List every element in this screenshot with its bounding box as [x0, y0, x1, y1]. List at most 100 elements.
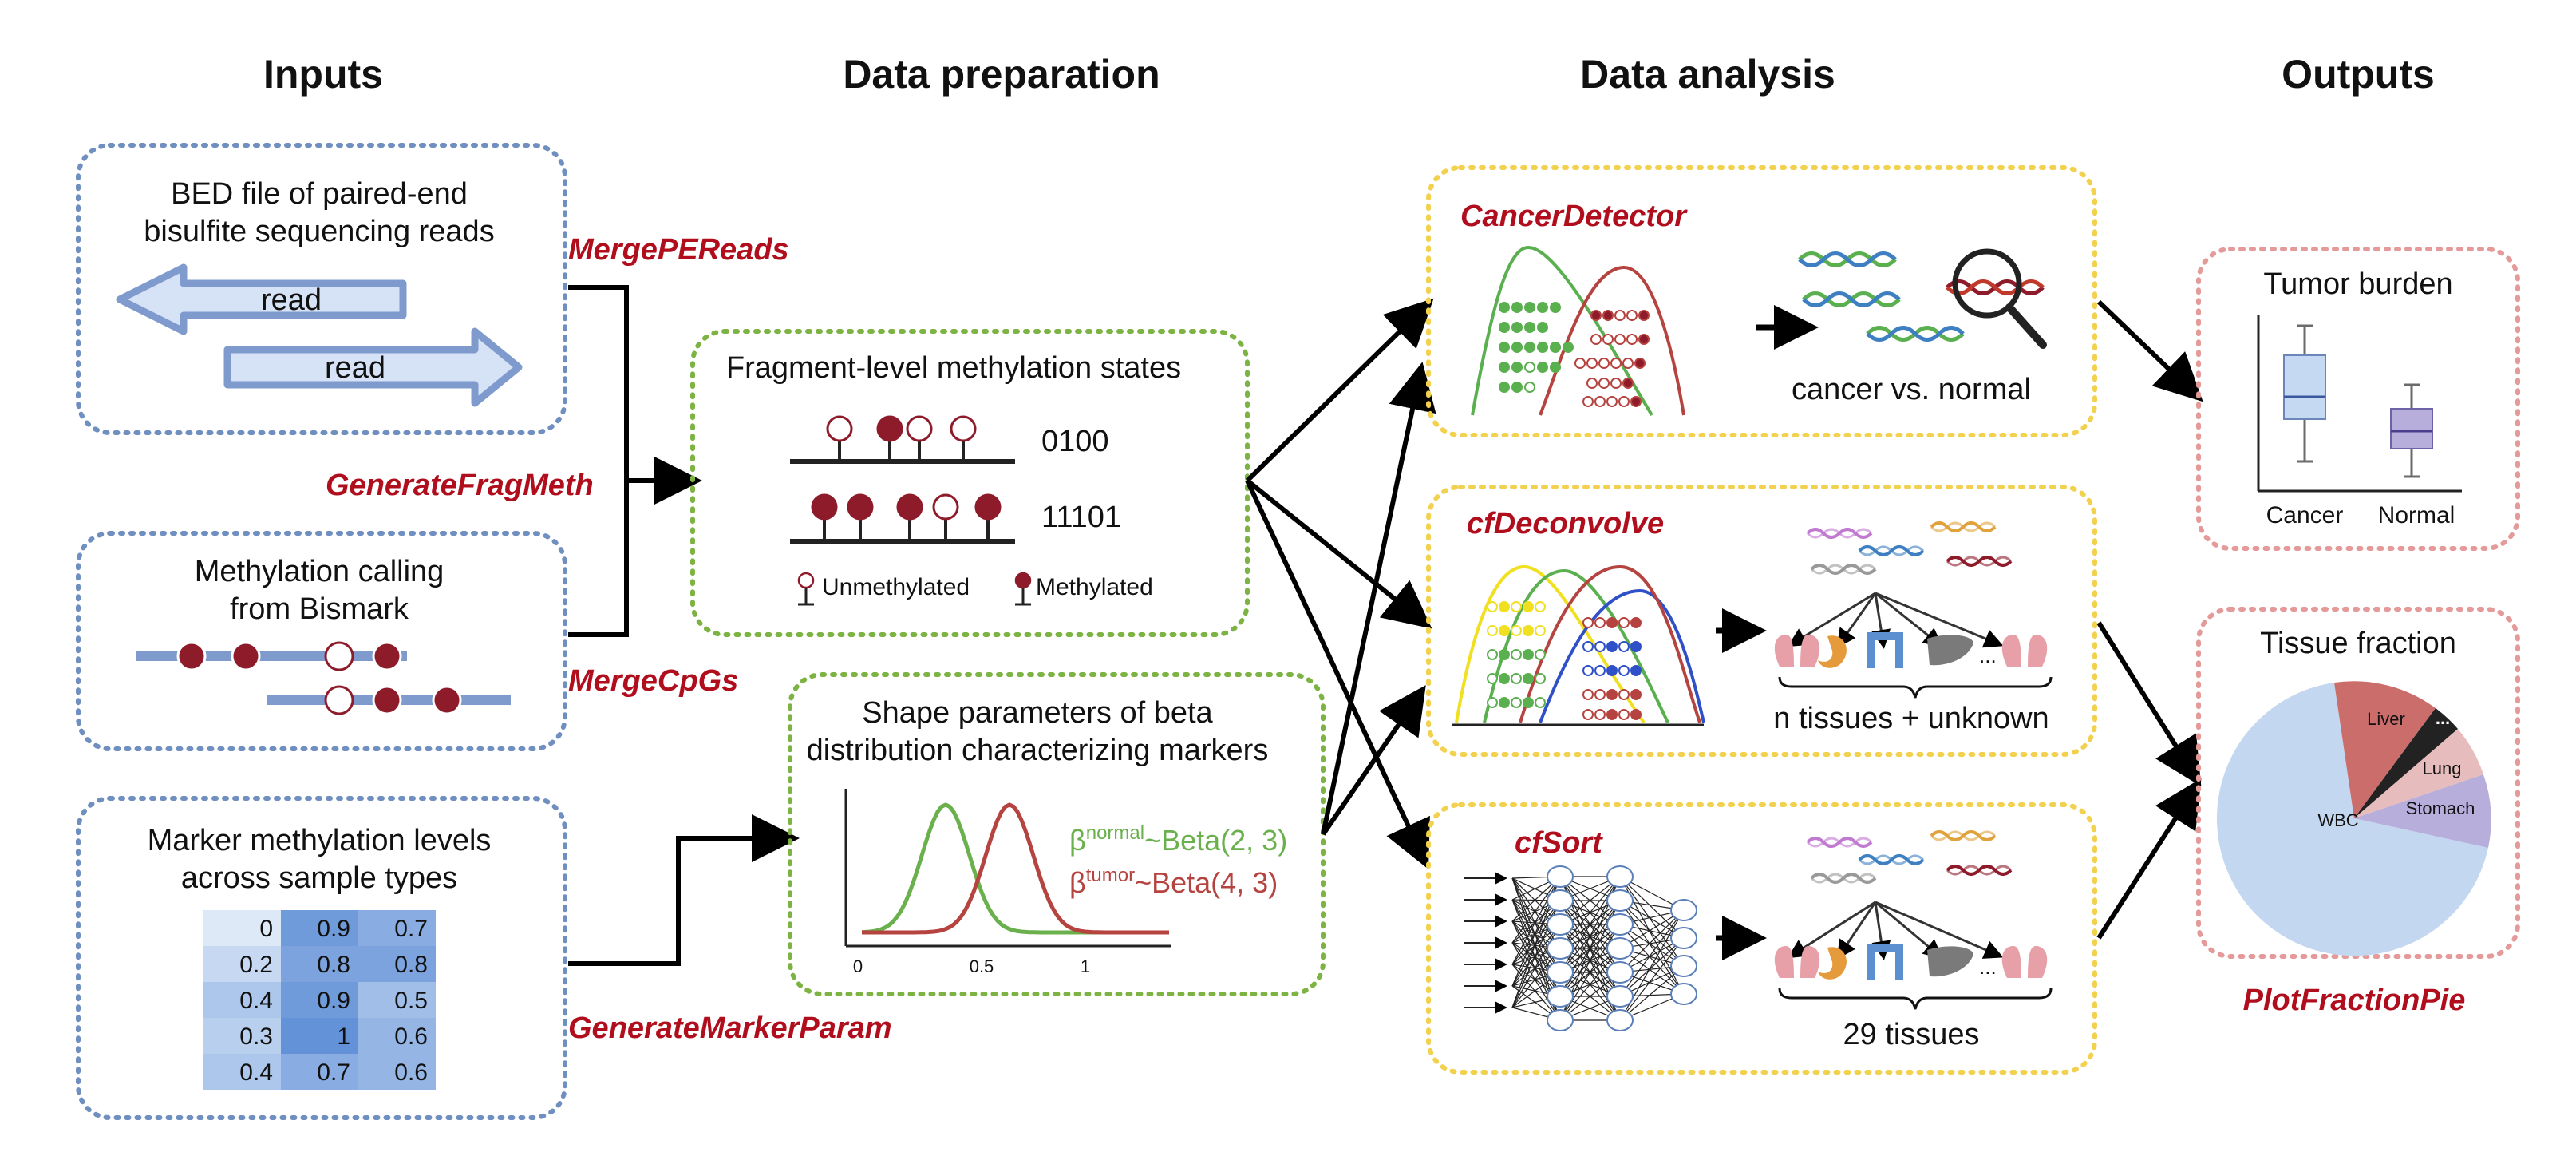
sort-tissues-graphic: ... — [1774, 830, 2053, 1010]
tissue-fraction-box — [2196, 607, 2520, 959]
bed-file-box — [76, 143, 567, 435]
table-cell-value: 0.6 — [394, 1023, 428, 1050]
fn-merge-cpgs: MergeCpGs — [568, 664, 738, 698]
pie-slice-lung — [2354, 729, 2483, 818]
marker-title-line2: across sample types — [181, 861, 457, 895]
input-merge-connector — [568, 285, 629, 637]
table-cell-value: 0.5 — [394, 988, 428, 1014]
nn-node — [1547, 937, 1574, 960]
nn-node — [1547, 1009, 1574, 1031]
header-data-analysis: Data analysis — [1580, 52, 1835, 97]
table-cell — [203, 1054, 281, 1090]
read-left-arrow-icon — [116, 263, 407, 335]
read-right-arrow-icon — [223, 327, 523, 407]
table-cell — [358, 1054, 436, 1090]
to-shape-arrow — [568, 814, 800, 966]
table-cell — [203, 946, 281, 982]
methylated-site-icon — [432, 685, 462, 715]
table-cell-value: 1 — [337, 1023, 350, 1050]
pie-slice-other — [2354, 708, 2458, 818]
brace-icon — [1778, 988, 2053, 1010]
bismark-box — [76, 531, 567, 751]
table-cell-value: 0.9 — [317, 988, 350, 1014]
fn-plot-fraction-pie: PlotFractionPie — [2243, 984, 2466, 1017]
nn-node — [1606, 961, 1634, 984]
table-cell — [358, 1018, 436, 1054]
unmethylated-site-icon — [826, 415, 853, 442]
tumor-burden-box — [2196, 247, 2520, 551]
table-cell — [203, 1018, 281, 1054]
lung-icon — [1774, 946, 1794, 978]
prep-to-analysis-arrows — [1245, 298, 1436, 869]
nn-node — [1670, 927, 1697, 949]
cancer-vs-normal-label: cancer vs. normal — [1792, 373, 2031, 406]
liver-icon — [1927, 635, 1973, 666]
table-cell — [281, 1018, 358, 1054]
read-right-label: read — [325, 351, 385, 385]
methylated-site-icon — [372, 685, 402, 715]
fn-generate-marker-param: GenerateMarkerParam — [568, 1012, 892, 1045]
nn-node — [1670, 899, 1697, 921]
category-normal: Normal — [2378, 502, 2455, 529]
tick-0.5: 0.5 — [970, 956, 994, 976]
29-tissues-label: 29 tissues — [1843, 1018, 1979, 1051]
methylated-site-icon — [896, 493, 923, 521]
dna-search-graphic — [1798, 248, 2047, 349]
methylated-site-icon — [811, 493, 838, 521]
pie-label-wbc: WBC — [2317, 810, 2358, 830]
legend-unmethylated-icon — [797, 572, 815, 589]
nn-node — [1547, 865, 1574, 888]
table-cell — [358, 910, 436, 946]
normal-beta-label: βnormal~Beta(2, 3) — [1069, 822, 1287, 857]
pie-label-other: ... — [2436, 708, 2450, 728]
bed-file-title-line2: bisulfite sequencing reads — [144, 215, 494, 248]
table-cell-value: 0.2 — [239, 952, 273, 978]
marker-title-line1: Marker methylation levels — [148, 824, 492, 857]
stomach-icon — [1818, 947, 1847, 980]
fn-cf-deconvolve: cfDeconvolve — [1467, 507, 1664, 540]
cancer-detector-box — [1426, 165, 2097, 437]
table-cell — [281, 910, 358, 946]
cf-deconvolve-plot — [1452, 564, 1705, 726]
fragment-states-graphic — [790, 415, 1032, 606]
nn-node — [1670, 955, 1697, 977]
stomach-icon — [1818, 635, 1847, 668]
bed-file-title-line1: BED file of paired-end — [171, 177, 468, 211]
fn-generate-frag-meth: GenerateFragMeth — [326, 469, 594, 502]
tumor-beta-curve — [862, 802, 1169, 935]
brace-icon — [1778, 676, 2053, 699]
tumor-burden-title: Tumor burden — [2263, 267, 2452, 301]
unmethylated-site-icon — [906, 415, 933, 442]
nn-node — [1547, 913, 1574, 936]
lung-icon — [2001, 635, 2021, 667]
nn-node — [1606, 1009, 1634, 1031]
cf-deconvolve-box — [1426, 485, 2097, 757]
tick-1: 1 — [1081, 956, 1090, 976]
nn-node — [1606, 937, 1634, 960]
pie-slice-liver — [2334, 681, 2436, 818]
read-left-label: read — [261, 283, 322, 317]
table-cell — [358, 946, 436, 982]
table-cell — [281, 1054, 358, 1090]
tissue-fraction-title: Tissue fraction — [2260, 627, 2456, 660]
bismark-title-line1: Methylation calling — [195, 555, 444, 588]
cancer-detector-plot — [1471, 245, 1685, 417]
tissue-fraction-pie — [2216, 681, 2491, 956]
methylated-site-icon — [176, 641, 207, 671]
colon-icon — [1867, 632, 1903, 668]
unmethylated-site-icon — [324, 685, 354, 715]
methylated-site-icon — [372, 641, 402, 671]
table-cell — [203, 910, 281, 946]
nn-node — [1547, 889, 1574, 912]
table-cell — [281, 946, 358, 982]
unmethylated-site-icon — [950, 415, 977, 442]
pie-label-stomach: Stomach — [2406, 798, 2475, 818]
category-cancer: Cancer — [2266, 502, 2344, 529]
nn-node — [1670, 983, 1697, 1005]
methylated-site-icon — [974, 493, 1002, 521]
unmethylated-site-icon — [932, 493, 959, 521]
neural-network-graphic — [1464, 865, 1697, 1031]
legend-methylated-icon — [1014, 572, 1032, 589]
marker-box — [76, 796, 567, 1120]
